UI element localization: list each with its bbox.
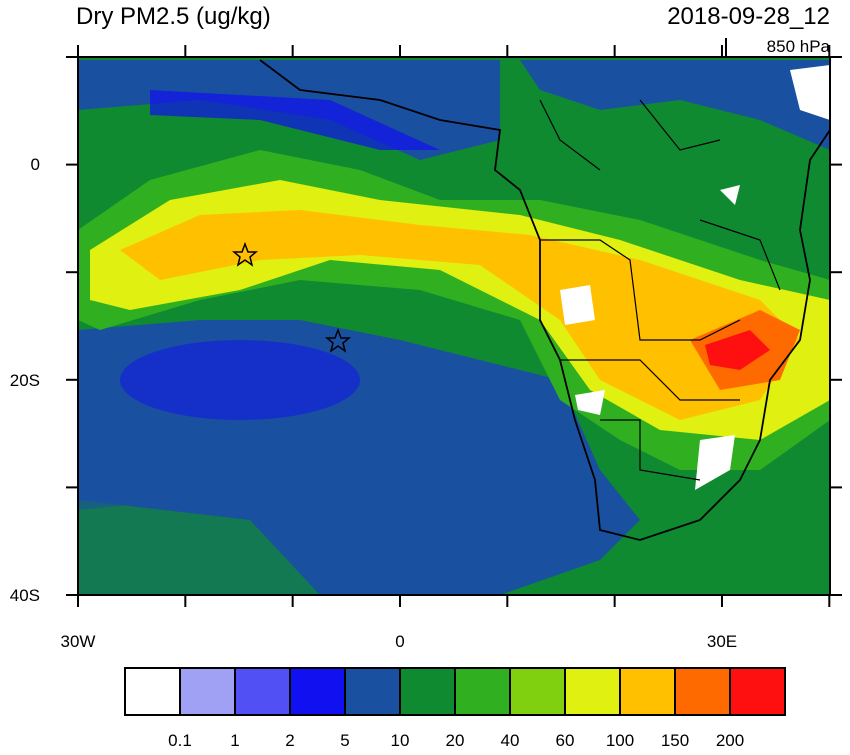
level: 850 hPa (767, 37, 831, 56)
colorbar-box (509, 667, 566, 716)
colorbar-label: 5 (340, 731, 349, 750)
colorbar-box (289, 667, 346, 716)
axis-ticks (66, 45, 842, 607)
colorbar-label: 0.1 (168, 731, 192, 750)
date: 2018-09-28_12 (667, 3, 830, 30)
map-frame (77, 56, 831, 596)
colorbar-box (399, 667, 456, 716)
colorbar-box (234, 667, 291, 716)
map-field (78, 57, 830, 595)
y-tick-label: 20S (10, 371, 40, 390)
colorbar-label: 150 (661, 731, 689, 750)
y-tick-label: 0 (31, 155, 40, 174)
colorbar-label: 200 (716, 731, 744, 750)
colorbar-label: 60 (556, 731, 575, 750)
colorbar-label: 20 (446, 731, 465, 750)
y-tick-label: 40S (10, 586, 40, 605)
x-tick-label: 30E (707, 632, 737, 651)
x-tick-label: 30W (61, 632, 96, 651)
colorbar-box (729, 667, 786, 716)
colorbar-box (344, 667, 401, 716)
colorbar-box (179, 667, 236, 716)
colorbar-box (674, 667, 731, 716)
colorbar-label: 100 (606, 731, 634, 750)
colorbar-box (619, 667, 676, 716)
colorbar: 0.1 1 2 5 10 20 40 60 100 150 200 (124, 667, 786, 750)
colorbar-box (454, 667, 511, 716)
colorbar-label: 10 (391, 731, 410, 750)
title: Dry PM2.5 (ug/kg) (76, 3, 271, 30)
colorbar-label: 2 (285, 731, 294, 750)
colorbar-label: 1 (230, 731, 239, 750)
colorbar-box (124, 667, 181, 716)
colorbar-label: 40 (501, 731, 520, 750)
x-tick-label: 0 (395, 632, 404, 651)
colorbar-box (564, 667, 621, 716)
